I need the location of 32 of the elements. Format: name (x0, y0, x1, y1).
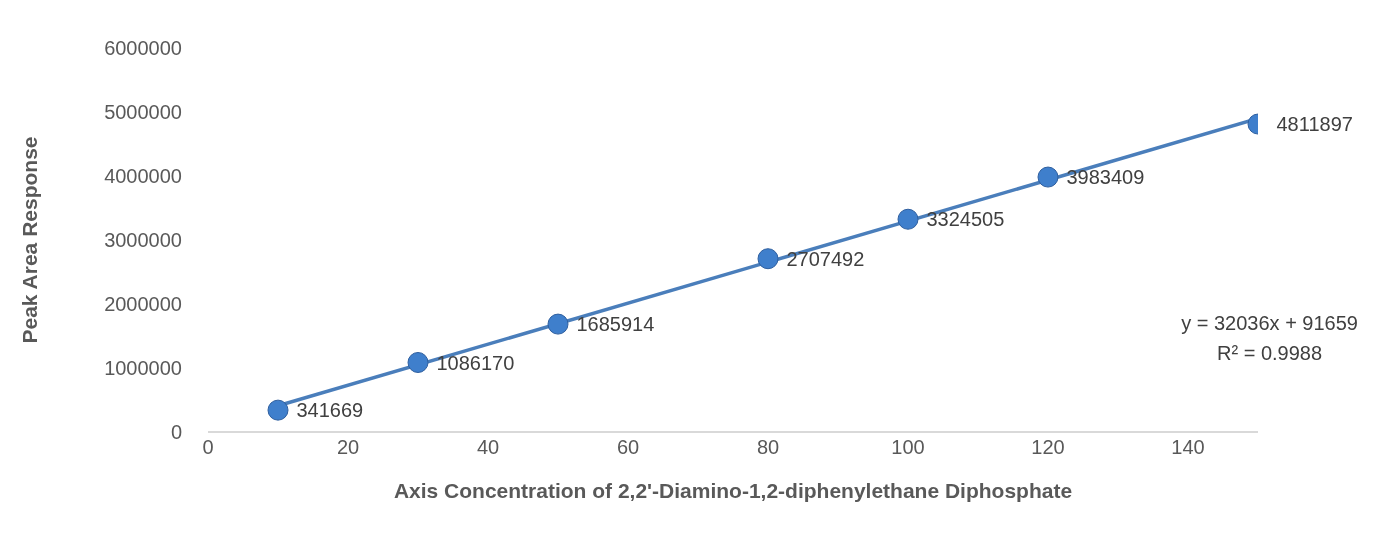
data-label: 2707492 (786, 247, 865, 270)
y-tick-label: 3000000 (104, 229, 182, 252)
x-tick-label: 20 (336, 436, 360, 459)
annotation: y = 32036x + 91659 (1181, 311, 1358, 336)
point (897, 208, 919, 230)
point (407, 351, 429, 373)
data-label: 1086170 (436, 351, 515, 374)
data-label: 341669 (296, 399, 364, 422)
point (267, 399, 289, 421)
x-axis-title: Axis Concentration of 2,2'-Diamino-1,2-diphenylethane Diphosphate (393, 479, 1073, 502)
y-tick-label: 6000000 (104, 37, 182, 60)
x-tick-label: 60 (616, 436, 640, 459)
y-tick-label: 2000000 (104, 293, 182, 316)
data-label: 1685914 (576, 313, 655, 336)
y-tick-label: 5000000 (104, 101, 182, 124)
y-tick-label: 0 (170, 421, 182, 444)
point (757, 248, 779, 270)
point (1037, 166, 1059, 188)
x-tick-label: 120 (1031, 436, 1065, 459)
x-tick-label: 40 (476, 436, 500, 459)
data-label: 3983409 (1066, 166, 1145, 189)
x-tick-label: 80 (756, 436, 780, 459)
y-tick-label: 1000000 (104, 357, 182, 380)
annotation: R² = 0.9988 (1216, 341, 1324, 366)
point (547, 313, 569, 335)
x-tick-label: 140 (1171, 436, 1205, 459)
x-tick-label: 100 (891, 436, 925, 459)
data-label: 3324505 (926, 208, 1005, 231)
y-axis-title: Peak Area Response (18, 136, 42, 344)
data-label: 4811897 (1276, 113, 1353, 136)
x-tick-label: 0 (202, 436, 214, 459)
y-tick-label: 4000000 (104, 165, 182, 188)
